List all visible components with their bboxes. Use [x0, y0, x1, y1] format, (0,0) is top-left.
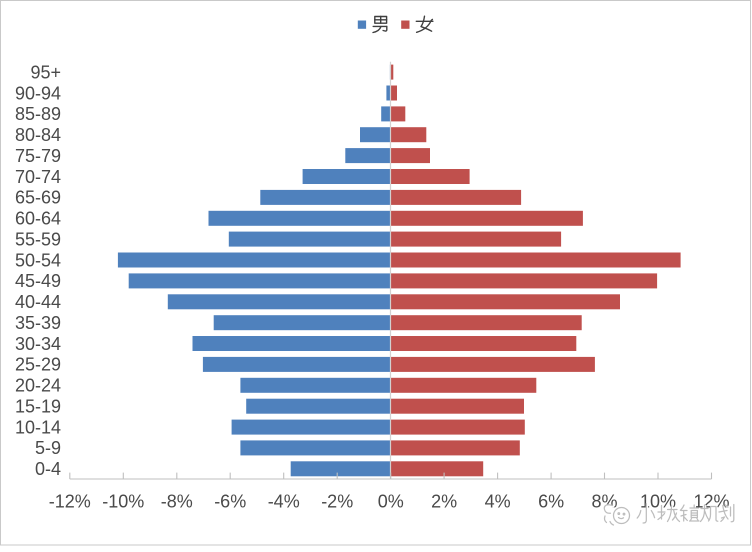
svg-text:0%: 0%	[378, 492, 404, 512]
svg-text:55-59: 55-59	[15, 229, 61, 249]
svg-text:2%: 2%	[431, 492, 457, 512]
svg-text:50-54: 50-54	[15, 250, 61, 270]
svg-text:60-64: 60-64	[15, 209, 61, 229]
svg-text:-8%: -8%	[161, 492, 193, 512]
svg-text:90-94: 90-94	[15, 83, 61, 103]
svg-text:65-69: 65-69	[15, 188, 61, 208]
svg-text:-4%: -4%	[268, 492, 300, 512]
svg-text:20-24: 20-24	[15, 376, 61, 396]
svg-text:5-9: 5-9	[35, 438, 61, 458]
svg-text:80-84: 80-84	[15, 125, 61, 145]
svg-text:40-44: 40-44	[15, 292, 61, 312]
svg-text:10%: 10%	[640, 492, 676, 512]
svg-text:-6%: -6%	[214, 492, 246, 512]
svg-text:45-49: 45-49	[15, 271, 61, 291]
svg-text:-12%: -12%	[49, 492, 91, 512]
svg-text:85-89: 85-89	[15, 104, 61, 124]
svg-text:4%: 4%	[485, 492, 511, 512]
svg-text:10-14: 10-14	[15, 417, 61, 437]
svg-text:15-19: 15-19	[15, 397, 61, 417]
svg-text:95+: 95+	[30, 62, 61, 82]
svg-text:6%: 6%	[538, 492, 564, 512]
svg-text:35-39: 35-39	[15, 313, 61, 333]
svg-text:0-4: 0-4	[35, 459, 61, 479]
svg-text:12%: 12%	[693, 492, 729, 512]
svg-text:75-79: 75-79	[15, 146, 61, 166]
svg-text:25-29: 25-29	[15, 355, 61, 375]
svg-text:-10%: -10%	[102, 492, 144, 512]
svg-text:70-74: 70-74	[15, 167, 61, 187]
svg-text:-2%: -2%	[321, 492, 353, 512]
svg-text:30-34: 30-34	[15, 334, 61, 354]
